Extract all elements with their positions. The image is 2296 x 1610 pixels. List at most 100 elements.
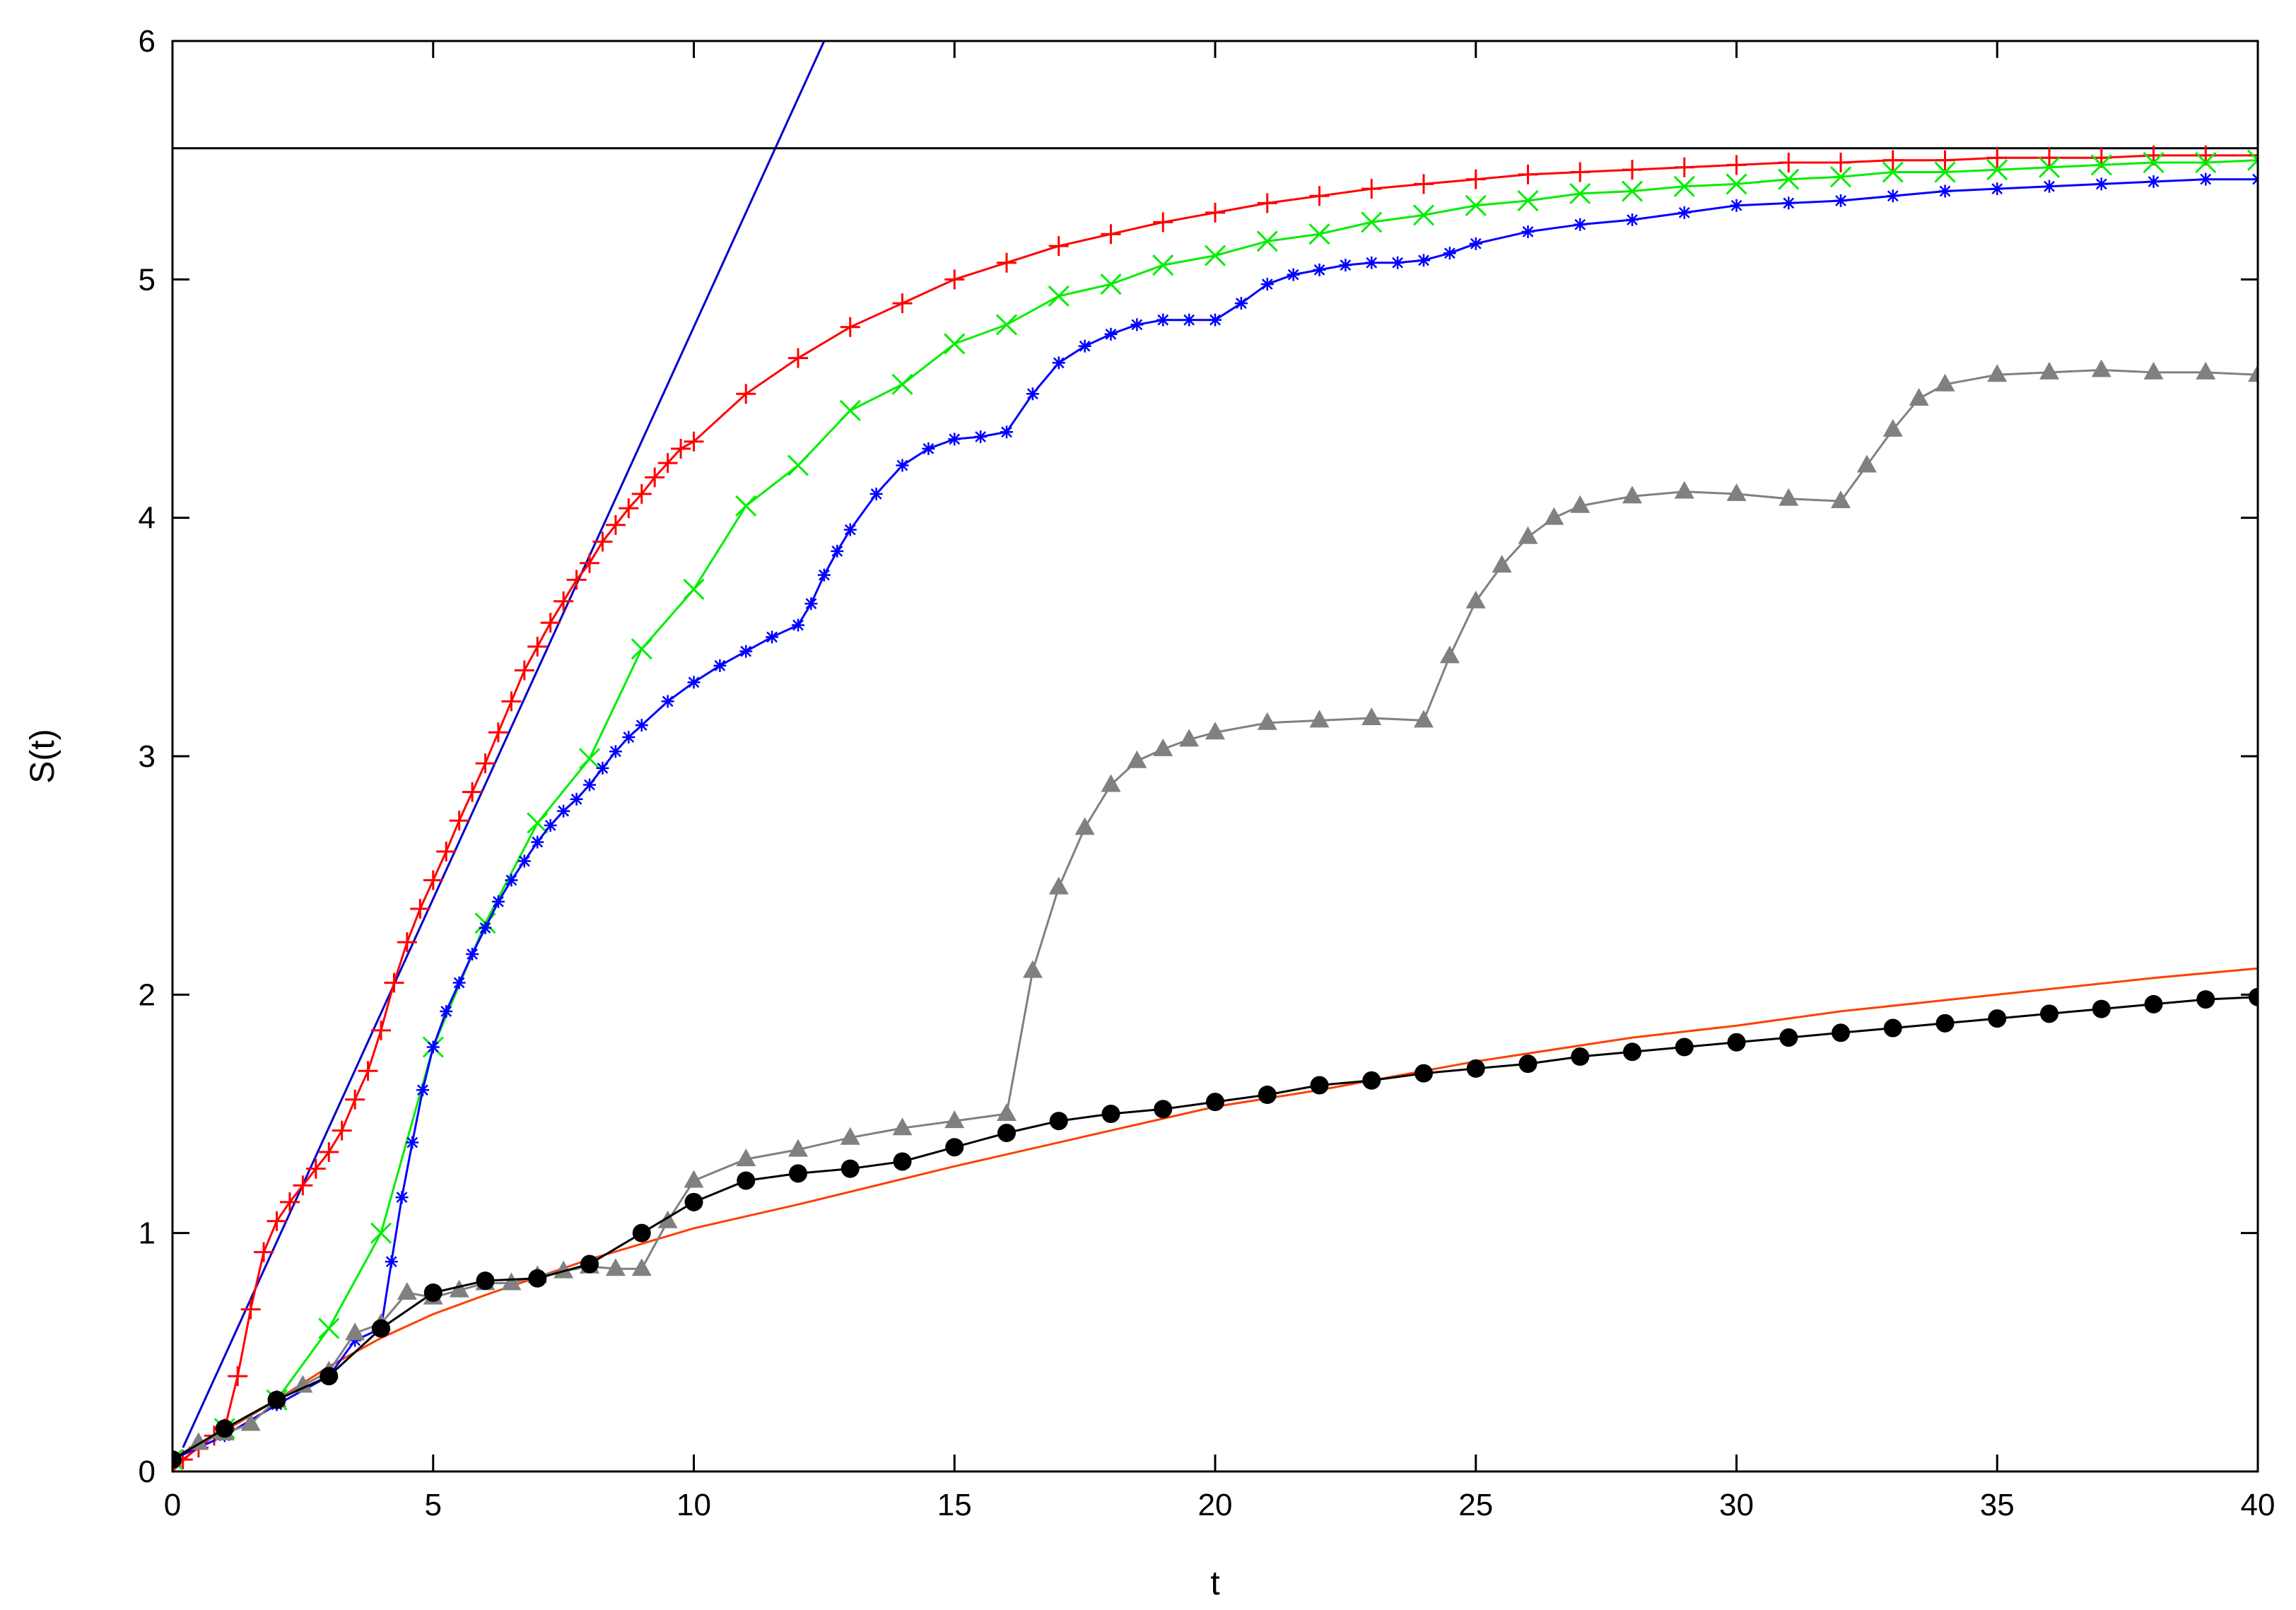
data-point: [1465, 590, 1486, 609]
data-point: [397, 1282, 417, 1300]
data-point: [657, 453, 678, 474]
data-point: [1518, 1054, 1538, 1074]
series-2: [172, 967, 2258, 1471]
data-point: [557, 804, 570, 818]
data-point: [318, 1317, 340, 1339]
series-line: [172, 178, 2258, 1461]
data-point: [1574, 218, 1587, 231]
series-5: [172, 172, 2258, 1467]
data-point: [1935, 1013, 1955, 1033]
data-point: [1622, 160, 1642, 180]
data-point: [2043, 180, 2056, 193]
data-point: [293, 1175, 313, 1196]
data-point: [804, 597, 818, 611]
x-tick-label: 30: [1719, 1488, 1754, 1522]
data-point: [1626, 213, 1639, 226]
data-point: [501, 691, 522, 712]
data-point: [1052, 356, 1065, 370]
data-point: [1309, 186, 1330, 206]
data-point: [1205, 722, 1225, 740]
series-3: [172, 145, 2258, 1470]
data-point: [505, 874, 518, 887]
data-point: [1882, 150, 1903, 170]
data-point: [1909, 388, 1929, 406]
series-line: [172, 967, 2258, 1471]
data-point: [395, 1191, 409, 1204]
data-point: [528, 1269, 547, 1288]
x-tick-label: 25: [1458, 1488, 1493, 1522]
data-point: [735, 495, 757, 517]
data-point: [1153, 738, 1173, 756]
data-point: [896, 459, 909, 472]
data-point: [436, 841, 457, 862]
data-point: [406, 1136, 419, 1149]
data-point: [631, 1258, 652, 1276]
data-point: [2040, 1004, 2058, 1023]
data-point: [476, 1271, 495, 1291]
data-point: [370, 1222, 392, 1244]
data-point: [1100, 274, 1122, 295]
data-point: [737, 1171, 756, 1190]
data-point: [1834, 194, 1847, 208]
data-point: [1886, 189, 1899, 203]
data-point: [1987, 364, 2008, 382]
data-point: [410, 898, 430, 919]
data-point: [661, 695, 674, 708]
data-point: [684, 1170, 704, 1188]
data-point: [345, 1089, 365, 1110]
data-point: [2143, 361, 2164, 380]
data-point: [2039, 361, 2059, 380]
data-point: [397, 932, 417, 953]
data-point: [831, 544, 844, 558]
data-point: [944, 333, 966, 355]
data-point: [2199, 172, 2213, 186]
data-point: [1361, 179, 1382, 199]
data-point: [1362, 1071, 1381, 1090]
data-point: [945, 1138, 964, 1157]
data-point: [974, 430, 988, 443]
data-point: [1466, 1059, 1485, 1078]
data-point: [840, 1159, 860, 1178]
data-point: [1882, 161, 1904, 183]
data-point: [1234, 297, 1248, 310]
data-point: [2144, 994, 2163, 1013]
series-line: [182, 41, 826, 1448]
data-point: [631, 483, 652, 504]
data-point: [2196, 361, 2216, 380]
series-7: [172, 987, 2258, 1469]
data-point: [1544, 507, 1564, 525]
data-point: [1829, 166, 1852, 188]
data-point: [348, 1334, 362, 1347]
data-point: [449, 811, 469, 831]
data-point: [1049, 1112, 1068, 1131]
data-point: [1832, 1023, 1850, 1042]
data-point: [657, 1210, 678, 1228]
data-point: [416, 1083, 429, 1097]
plot-frame: [171, 40, 2259, 1473]
series-line: [172, 996, 2258, 1461]
data-point: [1156, 313, 1170, 327]
data-point: [1518, 164, 1538, 184]
data-point: [605, 515, 626, 535]
series-line: [172, 159, 2258, 1461]
data-point: [452, 976, 466, 989]
data-point: [1130, 318, 1144, 331]
data-point: [592, 531, 613, 552]
data-point: [1779, 153, 1799, 173]
x-tick-label: 40: [2241, 1488, 2276, 1522]
data-point: [1569, 182, 1591, 204]
data-point: [596, 761, 609, 775]
data-point: [544, 818, 557, 832]
data-point: [423, 1283, 443, 1302]
data-point: [1309, 710, 1330, 728]
data-point: [580, 553, 599, 573]
data-point: [358, 1061, 378, 1081]
data-point: [1674, 157, 1694, 177]
data-point: [1673, 175, 1695, 197]
data-point: [736, 1148, 756, 1167]
data-point: [1465, 194, 1487, 216]
data-point: [540, 613, 561, 633]
series-0: [182, 41, 826, 1448]
data-point: [869, 487, 883, 500]
data-point: [1256, 230, 1278, 252]
